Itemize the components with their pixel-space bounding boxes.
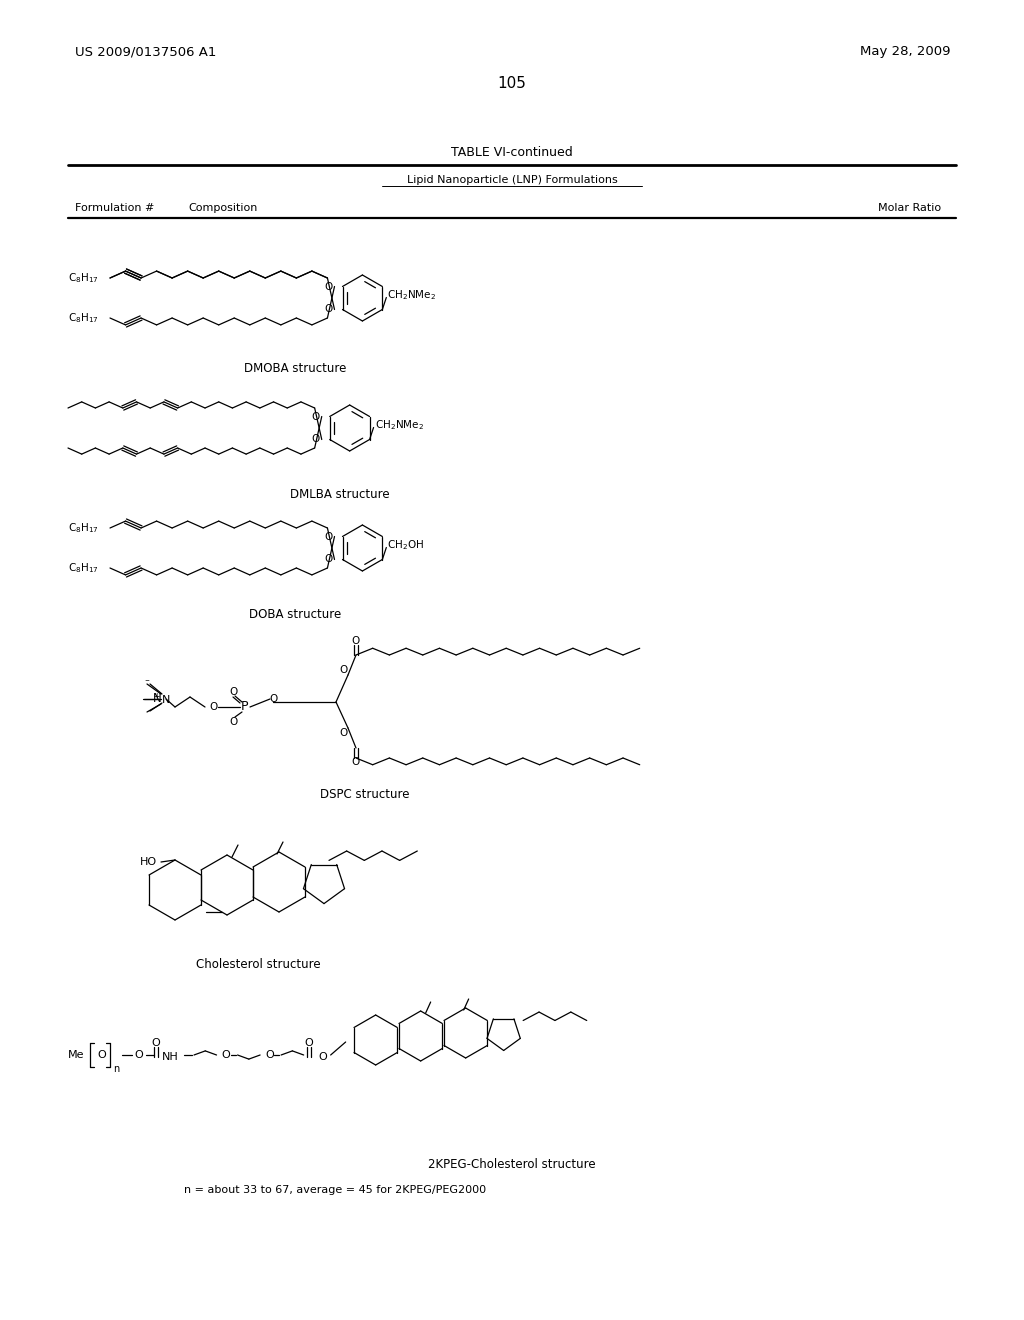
Text: CH$_2$NMe$_2$: CH$_2$NMe$_2$ [387,289,436,302]
Text: N: N [153,693,162,705]
Text: n = about 33 to 67, average = 45 for 2KPEG/PEG2000: n = about 33 to 67, average = 45 for 2KP… [184,1185,486,1195]
Text: US 2009/0137506 A1: US 2009/0137506 A1 [75,45,216,58]
Text: O: O [209,702,217,711]
Text: TABLE VI-continued: TABLE VI-continued [452,147,572,160]
Text: O: O [265,1049,273,1060]
Text: 2KPEG-Cholesterol structure: 2KPEG-Cholesterol structure [428,1159,596,1172]
Text: Cholesterol structure: Cholesterol structure [196,958,321,972]
Text: O: O [325,532,333,541]
Text: DOBA structure: DOBA structure [249,609,341,622]
Text: O: O [352,756,360,767]
Text: Me: Me [68,1049,85,1060]
Text: DSPC structure: DSPC structure [321,788,410,801]
Text: O: O [318,1052,328,1063]
Text: Lipid Nanoparticle (LNP) Formulations: Lipid Nanoparticle (LNP) Formulations [407,176,617,185]
Text: O: O [229,717,238,727]
Text: C$_8$H$_{17}$: C$_8$H$_{17}$ [68,521,98,535]
Text: O: O [339,729,347,738]
Text: May 28, 2009: May 28, 2009 [859,45,950,58]
Text: C$_8$H$_{17}$: C$_8$H$_{17}$ [68,271,98,285]
Text: O: O [325,305,333,314]
Text: C$_8$H$_{17}$: C$_8$H$_{17}$ [68,561,98,576]
Text: O: O [134,1049,142,1060]
Text: $^+$N: $^+$N [153,692,172,706]
Text: $^-$: $^-$ [143,676,151,685]
Text: HO: HO [140,857,157,867]
Text: CH$_2$NMe$_2$: CH$_2$NMe$_2$ [375,418,424,433]
Text: Molar Ratio: Molar Ratio [878,203,941,213]
Text: O: O [311,434,319,445]
Text: O: O [325,554,333,565]
Text: n: n [113,1064,119,1074]
Text: O: O [152,1038,161,1048]
Text: O: O [325,281,333,292]
Text: CH$_2$OH: CH$_2$OH [387,539,424,552]
Text: O: O [352,636,360,645]
Text: O: O [304,1038,313,1048]
Text: P: P [242,701,249,714]
Text: C$_8$H$_{17}$: C$_8$H$_{17}$ [68,312,98,325]
Text: NH: NH [162,1052,178,1063]
Text: Formulation #: Formulation # [75,203,155,213]
Text: Composition: Composition [188,203,257,213]
Text: O: O [311,412,319,421]
Text: O: O [339,665,347,675]
Text: O: O [97,1049,106,1060]
Text: DMOBA structure: DMOBA structure [244,362,346,375]
Text: DMLBA structure: DMLBA structure [290,488,390,502]
Text: 105: 105 [498,77,526,91]
Text: O: O [221,1049,230,1060]
Text: O: O [269,694,278,704]
Text: O: O [229,686,238,697]
